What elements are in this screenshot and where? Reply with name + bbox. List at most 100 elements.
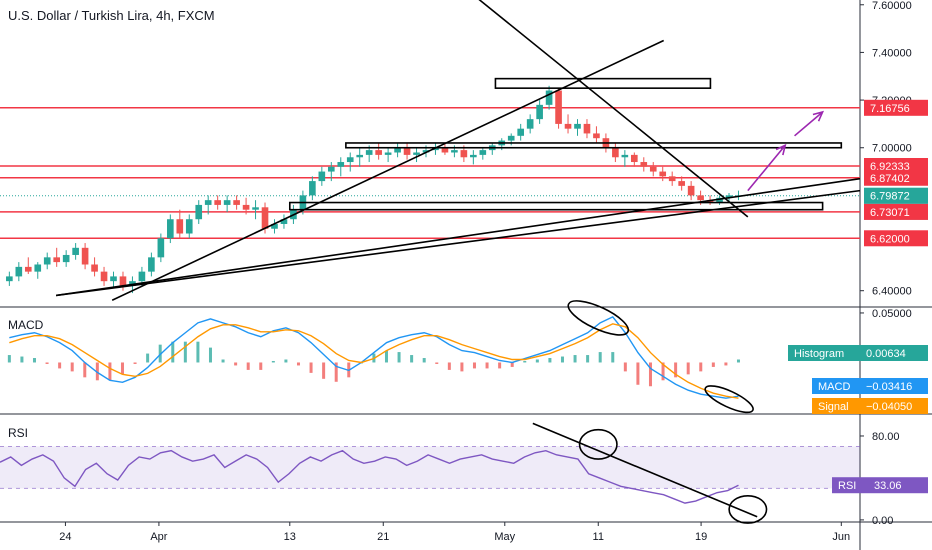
histogram-bar xyxy=(510,362,514,367)
candle-body[interactable] xyxy=(706,200,714,203)
macd-line[interactable] xyxy=(9,316,739,399)
candle-body[interactable] xyxy=(204,200,212,205)
candle-body[interactable] xyxy=(223,200,231,205)
rsi-line[interactable] xyxy=(0,449,739,504)
candle-body[interactable] xyxy=(309,181,316,196)
histogram-bar xyxy=(32,358,36,363)
zone-rectangle[interactable] xyxy=(345,142,843,149)
zone-rectangle[interactable] xyxy=(494,77,712,89)
candle-body[interactable] xyxy=(185,219,193,234)
histogram-bar xyxy=(196,341,200,363)
candle-body[interactable] xyxy=(640,162,648,167)
candle-body[interactable] xyxy=(43,257,51,265)
candle-body[interactable] xyxy=(621,154,629,158)
candle-body[interactable] xyxy=(100,271,108,282)
candle-body[interactable] xyxy=(119,276,127,286)
histogram-bar xyxy=(548,358,552,363)
histogram-bar xyxy=(158,344,162,363)
histogram-bar xyxy=(133,362,137,364)
candle-body[interactable] xyxy=(479,150,487,155)
candle-body[interactable] xyxy=(432,147,439,151)
signal-line[interactable] xyxy=(9,323,739,399)
candle-body[interactable] xyxy=(555,90,562,124)
candle-body[interactable] xyxy=(593,133,600,139)
macd-legend-box xyxy=(812,378,928,394)
candle-body[interactable] xyxy=(422,150,430,153)
candle-body[interactable] xyxy=(34,264,42,272)
arrow-up-right-icon[interactable] xyxy=(794,111,824,137)
candle-body[interactable] xyxy=(81,247,89,265)
candle-body[interactable] xyxy=(725,195,733,198)
candle-body[interactable] xyxy=(167,219,174,239)
histogram-bar xyxy=(460,362,464,372)
candle-body[interactable] xyxy=(15,266,23,277)
candle-body[interactable] xyxy=(507,135,515,141)
candle-body[interactable] xyxy=(649,166,657,172)
candle-body[interactable] xyxy=(384,152,392,155)
candle-body[interactable] xyxy=(271,223,278,229)
candle-body[interactable] xyxy=(110,276,117,282)
rsi-trendline[interactable] xyxy=(532,422,758,518)
candle-body[interactable] xyxy=(327,166,335,172)
candle-body[interactable] xyxy=(53,257,61,263)
candle-body[interactable] xyxy=(91,264,98,272)
highlight-ellipse[interactable] xyxy=(578,428,618,460)
candle-body[interactable] xyxy=(574,123,581,129)
trendline[interactable] xyxy=(111,39,665,301)
candle-body[interactable] xyxy=(195,204,203,220)
candle-body[interactable] xyxy=(460,150,468,158)
candle-body[interactable] xyxy=(318,171,326,182)
candle-body[interactable] xyxy=(252,207,259,210)
candle-body[interactable] xyxy=(536,104,543,120)
candle-body[interactable] xyxy=(214,200,221,205)
candle-body[interactable] xyxy=(242,204,250,210)
candle-body[interactable] xyxy=(583,123,591,134)
candle-body[interactable] xyxy=(612,147,619,158)
candle-body[interactable] xyxy=(365,150,373,155)
trendline[interactable] xyxy=(55,177,861,297)
candle-body[interactable] xyxy=(668,176,676,182)
candle-body[interactable] xyxy=(72,247,79,255)
candle-body[interactable] xyxy=(394,147,401,153)
candle-body[interactable] xyxy=(631,154,638,163)
candle-body[interactable] xyxy=(545,90,553,105)
candle-body[interactable] xyxy=(470,154,477,158)
highlight-ellipse[interactable] xyxy=(702,381,756,417)
candle-body[interactable] xyxy=(517,128,525,136)
candle-body[interactable] xyxy=(526,119,534,129)
candle-body[interactable] xyxy=(451,150,458,153)
candle-body[interactable] xyxy=(678,181,685,186)
candle-body[interactable] xyxy=(24,266,32,272)
candle-body[interactable] xyxy=(148,257,155,272)
candle-body[interactable] xyxy=(564,123,572,129)
candle-body[interactable] xyxy=(6,276,13,282)
candle-body[interactable] xyxy=(176,219,184,234)
highlight-ellipse[interactable] xyxy=(728,494,768,524)
candle-body[interactable] xyxy=(337,162,345,167)
candle-body[interactable] xyxy=(716,197,723,203)
trendline[interactable] xyxy=(55,189,861,297)
candle-body[interactable] xyxy=(233,200,240,205)
candle-body[interactable] xyxy=(413,152,420,155)
candle-body[interactable] xyxy=(375,150,382,155)
zone-rectangle[interactable] xyxy=(288,201,824,211)
candle-body[interactable] xyxy=(62,254,70,263)
candle-body[interactable] xyxy=(346,157,354,163)
candle-body[interactable] xyxy=(403,147,411,155)
candle-body[interactable] xyxy=(129,281,136,286)
candle-body[interactable] xyxy=(138,271,146,282)
candle-body[interactable] xyxy=(687,185,695,196)
trendline[interactable] xyxy=(477,0,749,218)
candle-body[interactable] xyxy=(356,154,364,158)
arrow-up-right-icon[interactable] xyxy=(747,144,786,192)
candle-body[interactable] xyxy=(157,238,165,258)
candle-body[interactable] xyxy=(441,147,449,153)
histogram-bar xyxy=(322,362,326,379)
candle-body[interactable] xyxy=(697,195,704,201)
highlight-ellipse[interactable] xyxy=(564,294,633,341)
candle-body[interactable] xyxy=(659,171,667,177)
candle-body[interactable] xyxy=(261,207,269,229)
histogram-bar xyxy=(45,362,49,364)
candle-body[interactable] xyxy=(280,219,288,224)
